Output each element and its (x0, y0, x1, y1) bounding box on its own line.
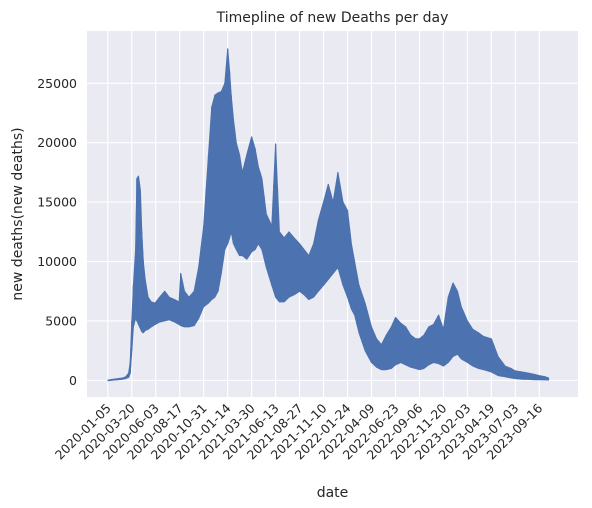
y-tick-labels: 0 5000 10000 15000 20000 25000 (37, 76, 77, 388)
y-tick-label: 15000 (37, 195, 77, 210)
y-tick-label: 25000 (37, 76, 77, 91)
x-tick-labels: 2020-01-052020-03-202020-06-032020-08-17… (52, 400, 546, 462)
y-tick-label: 20000 (37, 135, 77, 150)
x-axis-title: date (317, 485, 349, 501)
chart-title: Timepline of new Deaths per day (216, 10, 449, 26)
data-layer (107, 48, 550, 382)
y-tick-label: 0 (69, 373, 77, 388)
y-axis-title: new deaths(new deaths) (10, 127, 26, 300)
y-tick-label: 5000 (45, 313, 77, 328)
y-tick-label: 10000 (37, 254, 77, 269)
